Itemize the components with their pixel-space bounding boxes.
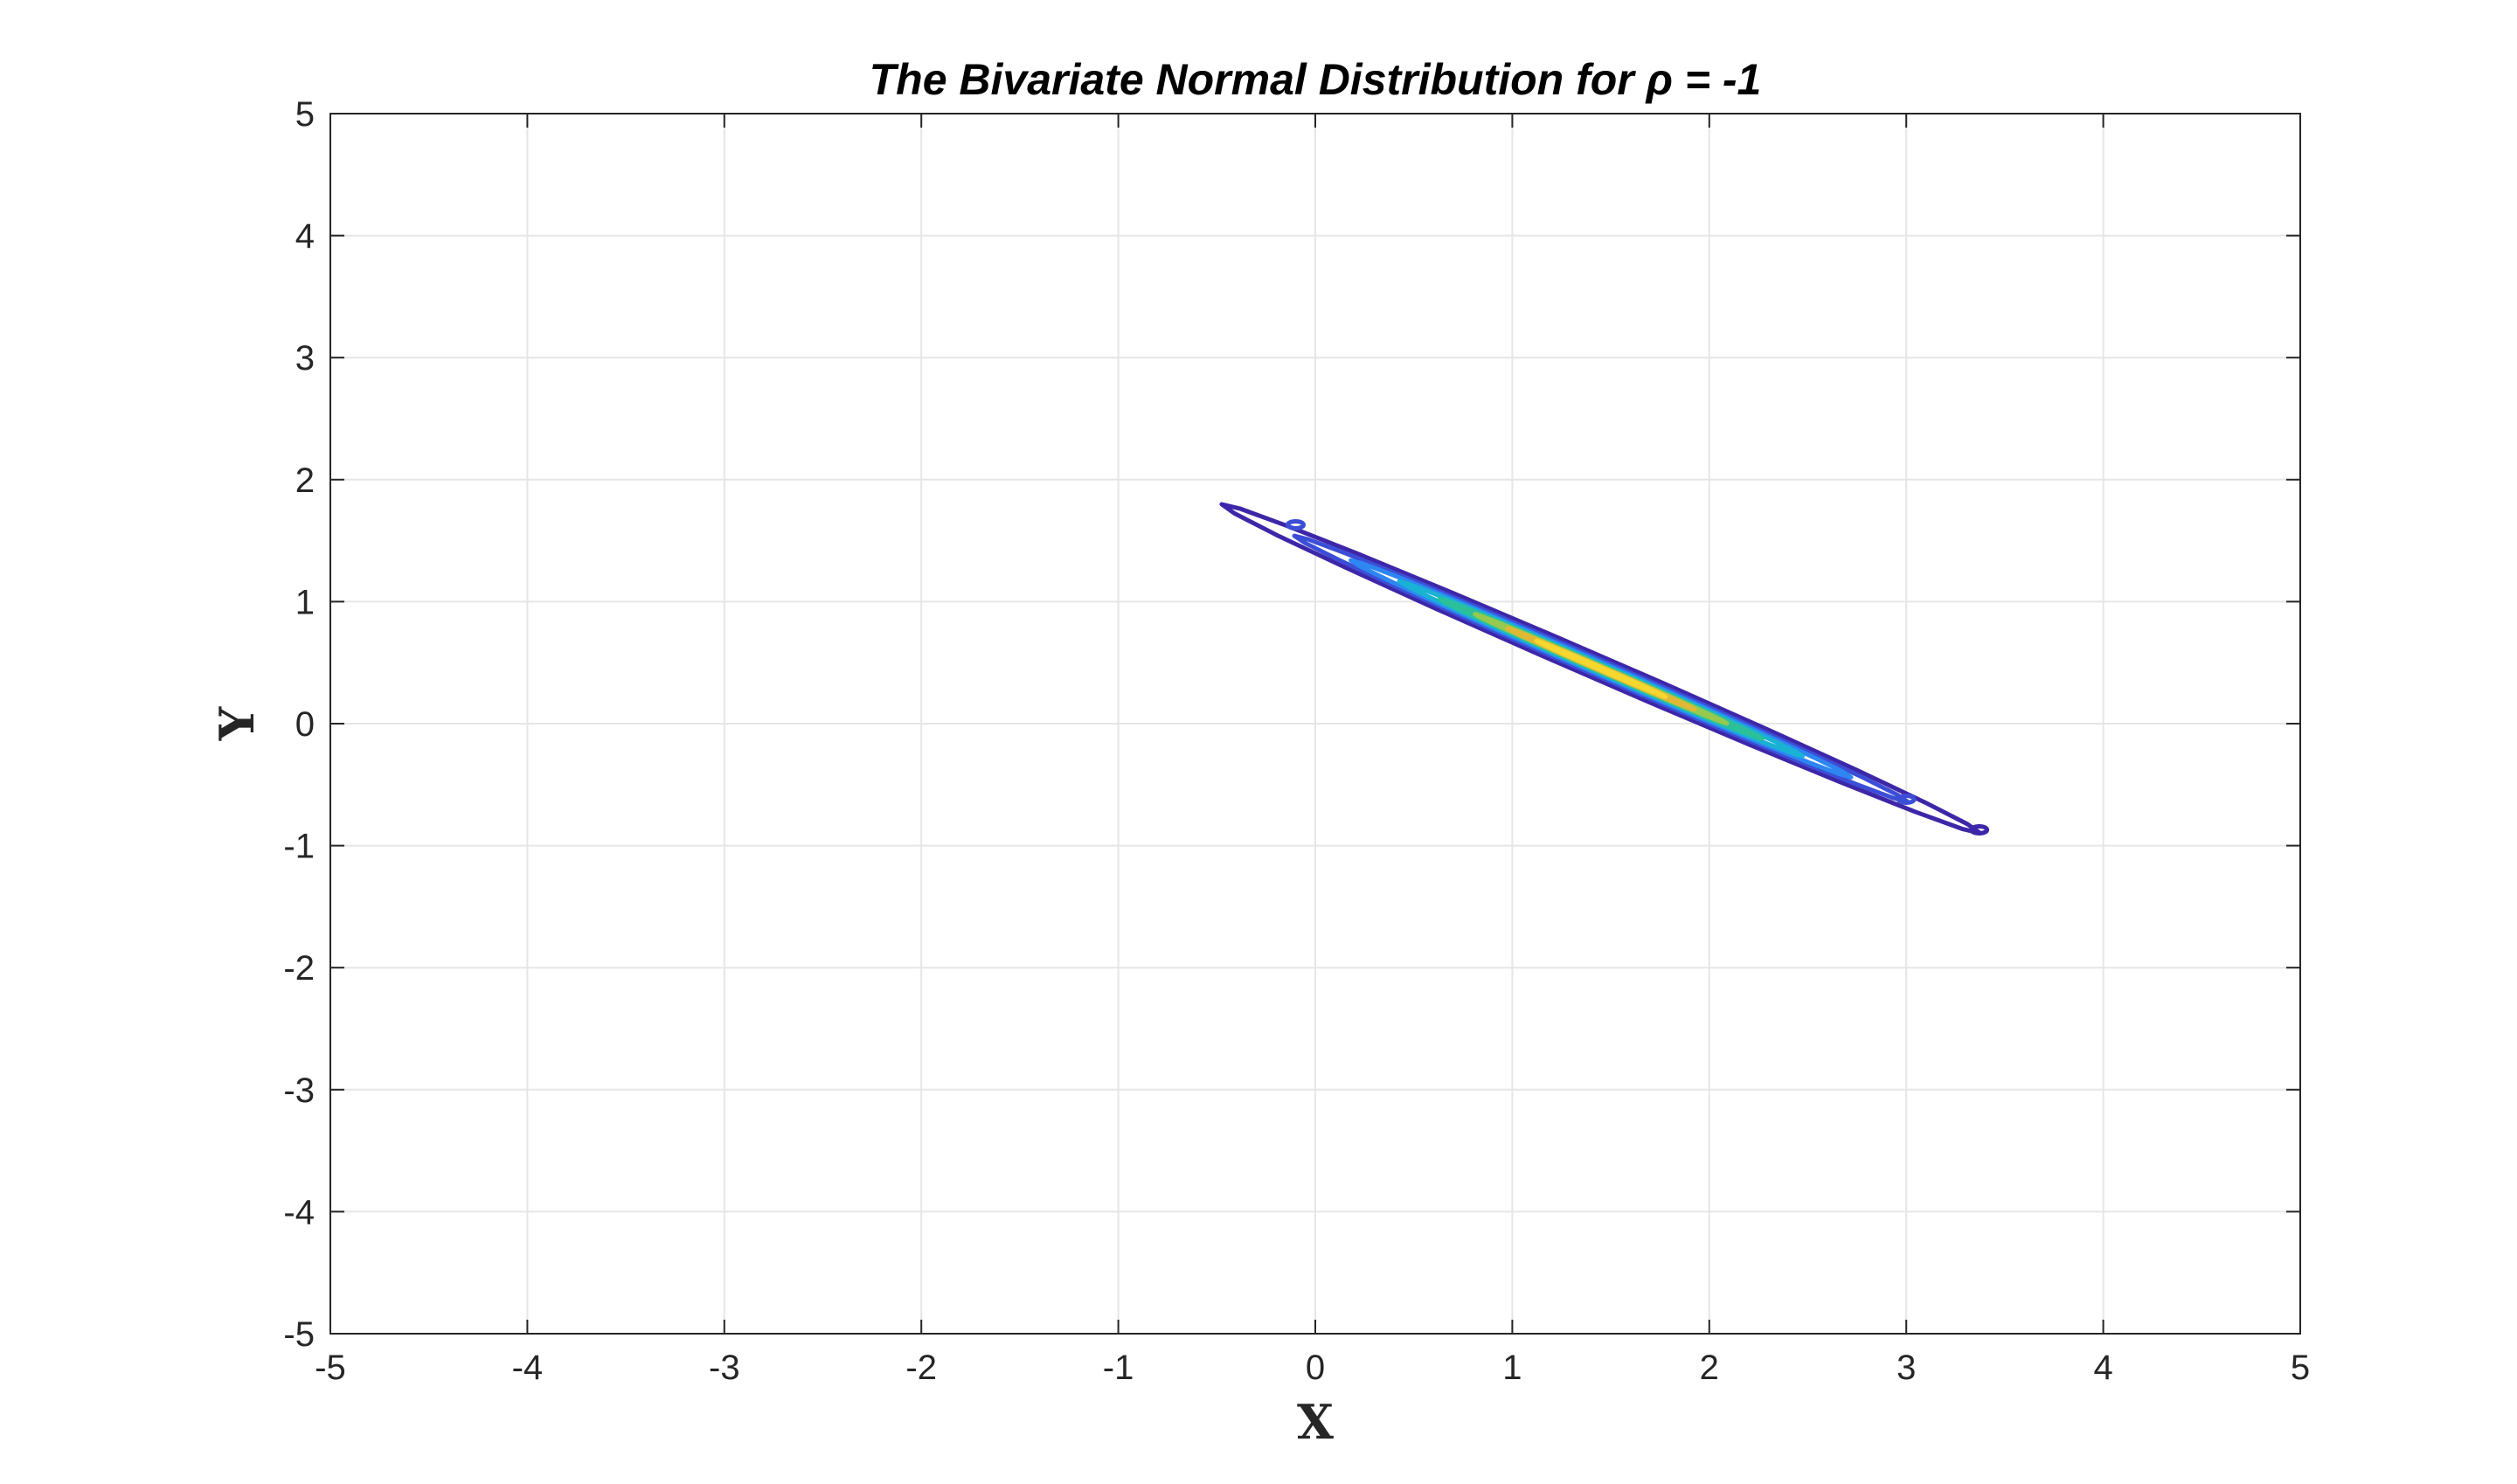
x-tick-label: -2 [905,1349,937,1387]
contour-island [1969,823,1990,836]
x-tick-label: -5 [315,1349,346,1387]
chart-title: The Bivariate Normal Distribution for ρ … [870,55,1762,104]
contour-level-line [1219,502,1983,836]
x-axis-label: X [1297,1394,1334,1450]
y-tick-label: -4 [283,1193,315,1231]
axis-ticks [329,113,2301,1335]
y-axis-label: Y [209,705,265,741]
y-tick-label: 1 [295,583,315,621]
y-tick-label: 0 [295,705,315,744]
tick-labels: -5 -4 -3 -2 -1 0 1 2 3 4 5 -5 -4 -3 -2 -1 0 1 2 3 4 5 [283,95,2310,1387]
contour-lines [1219,502,1990,836]
y-tick-label: 5 [295,95,315,134]
x-tick-label: 5 [2291,1349,2310,1387]
contour-level-line [1534,638,1668,699]
x-tick-label: 3 [1896,1349,1916,1387]
contour-island [1285,518,1306,530]
x-tick-label: 4 [2093,1349,2112,1387]
contour-island [1896,794,1917,806]
y-tick-label: -1 [283,828,315,866]
y-tick-label: -2 [283,949,315,988]
x-tick-label: 1 [1502,1349,1522,1387]
grid-lines [329,113,2301,1335]
x-tick-label: 2 [1700,1349,1719,1387]
x-tick-label: -4 [512,1349,544,1387]
y-tick-label: -5 [283,1315,315,1354]
y-tick-label: -3 [283,1071,315,1110]
x-tick-label: 0 [1306,1349,1325,1387]
y-tick-label: 4 [295,218,315,256]
x-tick-label: -3 [709,1349,740,1387]
y-tick-label: 2 [295,461,315,500]
y-tick-label: 3 [295,339,315,378]
x-tick-label: -1 [1103,1349,1134,1387]
